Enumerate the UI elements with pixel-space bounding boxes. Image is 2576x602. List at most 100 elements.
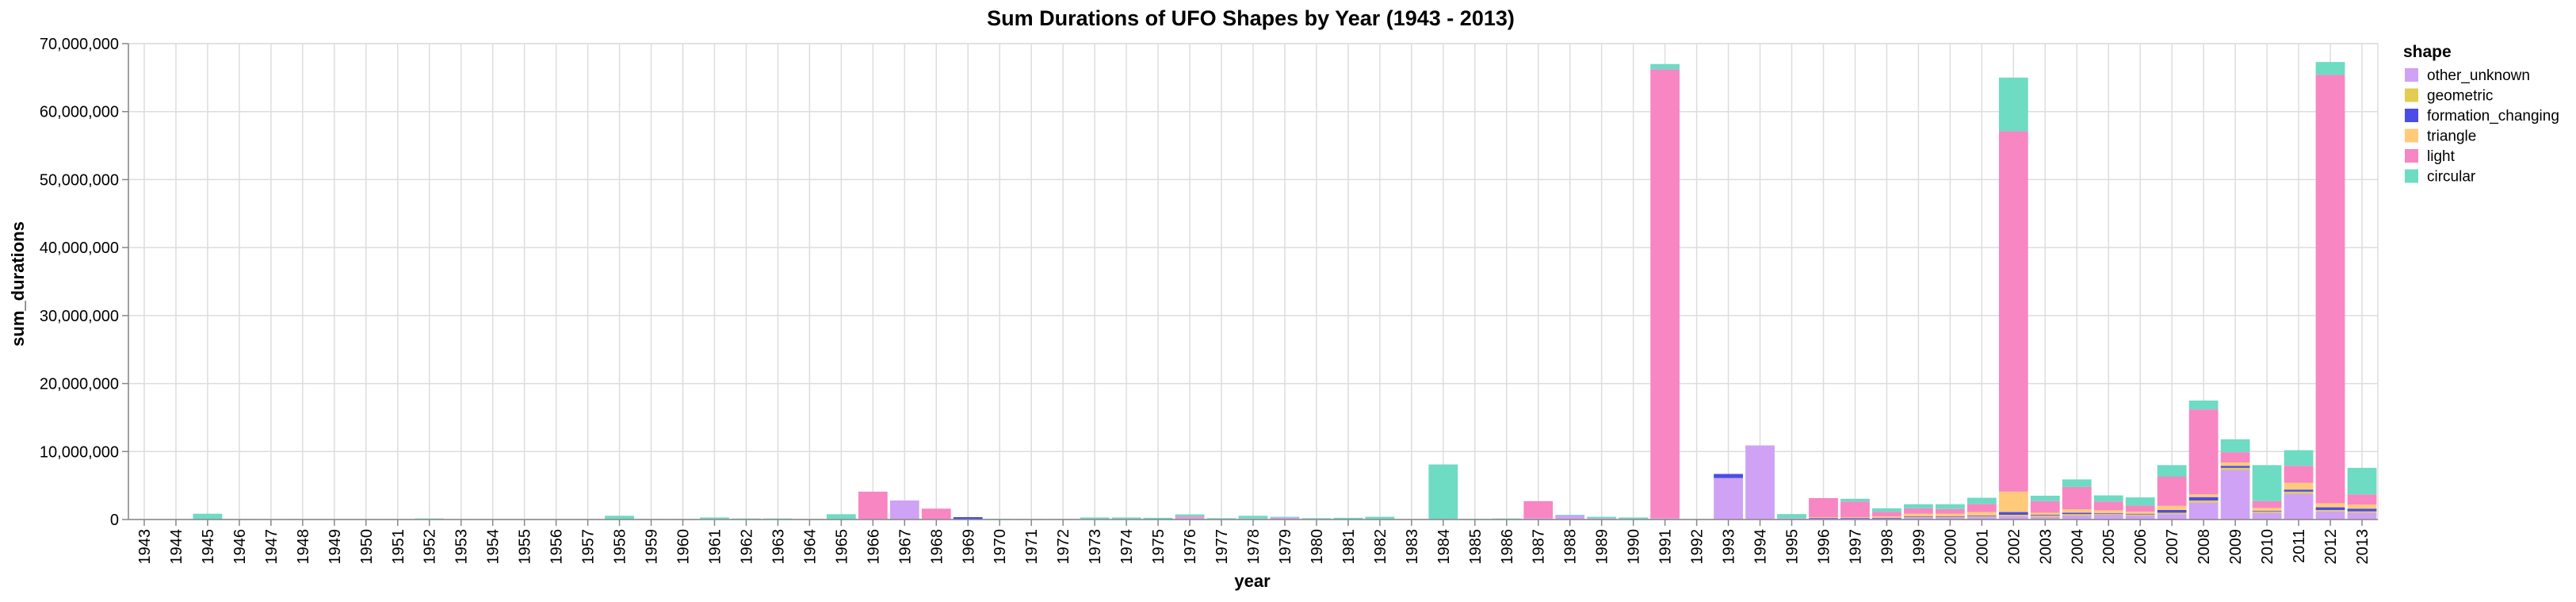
bar-segment-formation-changing-1999 — [1904, 516, 1933, 517]
x-tick-label-1956: 1956 — [548, 529, 566, 565]
x-tick-label-1987: 1987 — [1531, 529, 1548, 565]
bar-segment-geometric-2009 — [2220, 467, 2250, 470]
x-tick-label-1983: 1983 — [1404, 529, 1421, 565]
x-tick-label-1969: 1969 — [960, 529, 977, 565]
x-tick-label-2013: 2013 — [2354, 529, 2372, 565]
bar-segment-light-2006 — [2125, 505, 2155, 512]
bar-segment-other-unknown-1993 — [1714, 477, 1743, 520]
bar-segment-light-1998 — [1872, 512, 1901, 517]
x-tick-label-1996: 1996 — [1815, 529, 1833, 565]
x-tick-label-1979: 1979 — [1277, 529, 1294, 565]
bar-segment-light-2000 — [1935, 508, 1965, 514]
bar-segment-light-2009 — [2220, 452, 2250, 462]
y-tick-label: 20,000,000 — [40, 376, 119, 393]
bar-segment-other-unknown-1979 — [1270, 517, 1300, 520]
x-tick-label-1985: 1985 — [1467, 529, 1485, 565]
x-tick-label-1964: 1964 — [801, 529, 819, 565]
y-tick-label: 40,000,000 — [40, 240, 119, 257]
bar-segment-circular-1963 — [763, 518, 793, 520]
x-tick-label-1952: 1952 — [422, 529, 439, 565]
bar-segment-other-unknown-2007 — [2157, 514, 2187, 520]
x-tick-label-2009: 2009 — [2227, 529, 2245, 565]
x-tick-label-1962: 1962 — [738, 529, 755, 565]
bar-segment-other-unknown-2001 — [1966, 516, 1997, 520]
x-tick-label-1984: 1984 — [1435, 529, 1453, 565]
bar-segment-formation-changing-2003 — [2030, 515, 2060, 516]
bar-segment-triangle-2007 — [2157, 505, 2187, 510]
bar-segment-circular-1988 — [1555, 515, 1585, 516]
bar-segment-geometric-2006 — [2125, 514, 2155, 516]
bar-segment-triangle-2005 — [2093, 510, 2123, 513]
bar-segment-circular-2002 — [1998, 77, 2028, 132]
legend-swatch-triangle — [2405, 128, 2418, 143]
bar-segment-other-unknown-1967 — [889, 500, 919, 520]
bar-segment-geometric-2013 — [2347, 511, 2377, 513]
y-axis-title: sum_durations — [8, 221, 28, 347]
bar-segment-formation-changing-2000 — [1935, 516, 1965, 517]
x-tick-label-1971: 1971 — [1023, 529, 1041, 565]
bar-segment-formation-changing-1997 — [1840, 517, 1870, 519]
x-tick-label-1943: 1943 — [136, 529, 154, 565]
bar-segment-triangle-2008 — [2188, 494, 2219, 497]
x-tick-label-1980: 1980 — [1309, 529, 1326, 565]
bar-segment-formation-changing-1993 — [1714, 474, 1743, 478]
bar-segment-formation-changing-2012 — [2315, 507, 2345, 510]
x-tick-label-1947: 1947 — [263, 529, 281, 565]
bar-segment-triangle-2011 — [2284, 482, 2314, 490]
x-tick-label-1993: 1993 — [1721, 529, 1738, 565]
bar-segment-other-unknown-2003 — [2030, 516, 2060, 520]
bar-segment-light-1991 — [1650, 69, 1680, 519]
bar-segment-other-unknown-1998 — [1872, 518, 1901, 520]
bar-segment-geometric-2005 — [2093, 513, 2123, 515]
x-tick-label-1991: 1991 — [1657, 529, 1675, 565]
bar-segment-light-2003 — [2030, 500, 2060, 513]
bar-segment-circular-1999 — [1904, 504, 1933, 508]
bar-segment-circular-2001 — [1966, 497, 1997, 504]
bar-segment-circular-1974 — [1111, 517, 1141, 520]
bar-segment-other-unknown-2010 — [2252, 512, 2282, 520]
bar-segment-triangle-2003 — [2030, 512, 2060, 515]
legend-label-other-unknown: other_unknown — [2427, 67, 2530, 84]
y-tick-label: 0 — [110, 512, 119, 529]
x-tick-label-1975: 1975 — [1150, 529, 1168, 565]
bar-segment-circular-2010 — [2252, 465, 2282, 501]
bar-segment-formation-changing-2002 — [1998, 512, 2028, 515]
x-tick-label-2005: 2005 — [2100, 529, 2118, 565]
x-tick-label-2000: 2000 — [1942, 529, 1959, 565]
x-tick-label-1966: 1966 — [865, 529, 882, 565]
bar-segment-circular-1975 — [1143, 517, 1173, 520]
bar-segment-triangle-2009 — [2220, 462, 2250, 466]
bar-segment-formation-changing-2005 — [2093, 512, 2123, 514]
x-tick-label-1974: 1974 — [1118, 529, 1136, 565]
legend-label-formation-changing: formation_changing — [2427, 108, 2559, 125]
bar-segment-other-unknown-1995 — [1777, 518, 1806, 520]
bar-segment-formation-changing-2007 — [2157, 510, 2187, 513]
bars — [193, 62, 2377, 520]
x-tick-label-1995: 1995 — [1784, 529, 1802, 565]
bar-segment-geometric-2008 — [2188, 500, 2219, 503]
x-tick-label-1961: 1961 — [706, 529, 724, 565]
bar-segment-triangle-2012 — [2315, 503, 2345, 508]
bar-segment-geometric-2003 — [2030, 515, 2060, 517]
x-tick-label-2007: 2007 — [2164, 529, 2181, 565]
bar-segment-circular-2007 — [2157, 465, 2187, 477]
x-tick-label-1990: 1990 — [1626, 529, 1643, 565]
x-tick-label-2004: 2004 — [2069, 529, 2086, 565]
bar-segment-triangle-2006 — [2125, 512, 2155, 514]
legend-label-light: light — [2427, 148, 2456, 165]
bar-segment-other-unknown-2002 — [1998, 516, 2028, 520]
bar-segment-geometric-2004 — [2062, 514, 2092, 516]
x-tick-label-1992: 1992 — [1689, 529, 1707, 565]
x-tick-label-1963: 1963 — [770, 529, 787, 565]
x-tick-label-1945: 1945 — [200, 529, 217, 565]
x-tick-label-1978: 1978 — [1245, 529, 1263, 565]
bar-segment-light-2011 — [2284, 466, 2314, 483]
bar-segment-light-1997 — [1840, 501, 1870, 517]
bar-segment-circular-1945 — [193, 513, 223, 520]
x-tick-label-1946: 1946 — [231, 529, 249, 565]
bar-segment-circular-1997 — [1840, 498, 1870, 502]
bar-segment-light-2008 — [2188, 409, 2219, 495]
bar-segment-circular-1980 — [1301, 518, 1332, 520]
